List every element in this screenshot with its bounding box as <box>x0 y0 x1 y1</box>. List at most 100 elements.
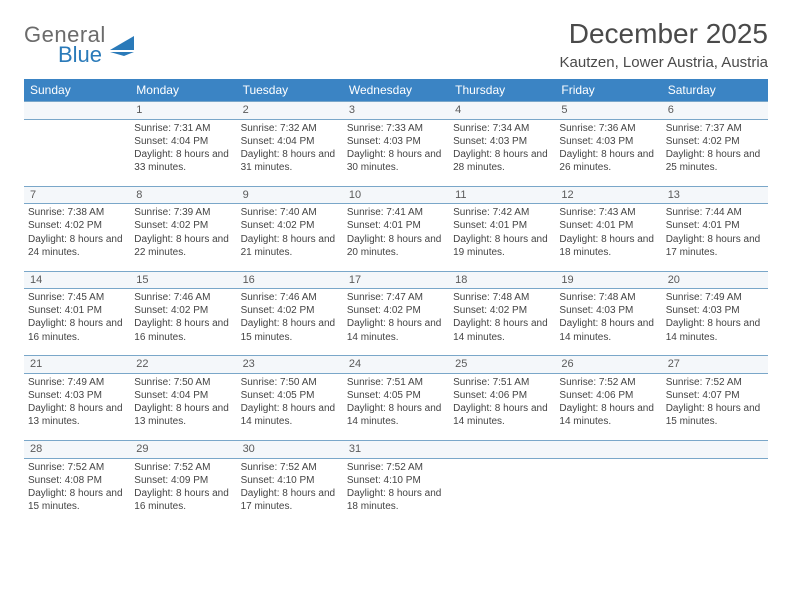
day-detail-cell: Sunrise: 7:43 AMSunset: 4:01 PMDaylight:… <box>555 204 661 265</box>
sunset-text: Sunset: 4:02 PM <box>347 304 445 317</box>
day-detail-cell: Sunrise: 7:49 AMSunset: 4:03 PMDaylight:… <box>24 373 130 434</box>
sunset-text: Sunset: 4:05 PM <box>241 389 339 402</box>
sunset-text: Sunset: 4:03 PM <box>559 135 657 148</box>
sunrise-text: Sunrise: 7:52 AM <box>347 461 445 474</box>
weekday-header: Wednesday <box>343 79 449 102</box>
weekday-header: Tuesday <box>237 79 343 102</box>
day-detail-cell: Sunrise: 7:36 AMSunset: 4:03 PMDaylight:… <box>555 119 661 180</box>
day-detail-cell: Sunrise: 7:52 AMSunset: 4:06 PMDaylight:… <box>555 373 661 434</box>
sunset-text: Sunset: 4:01 PM <box>559 219 657 232</box>
daylight-text: Daylight: 8 hours and 16 minutes. <box>134 487 232 513</box>
day-detail-cell: Sunrise: 7:45 AMSunset: 4:01 PMDaylight:… <box>24 289 130 350</box>
day-number-cell: 4 <box>449 102 555 120</box>
logo-word-2: Blue <box>58 44 106 66</box>
logo-triangle-icon <box>108 34 138 56</box>
sunrise-text: Sunrise: 7:34 AM <box>453 122 551 135</box>
day-detail-cell: Sunrise: 7:50 AMSunset: 4:05 PMDaylight:… <box>237 373 343 434</box>
weekday-header: Sunday <box>24 79 130 102</box>
sunset-text: Sunset: 4:04 PM <box>134 135 232 148</box>
day-number-cell: 13 <box>662 186 768 204</box>
day-number-cell: 6 <box>662 102 768 120</box>
sunrise-text: Sunrise: 7:52 AM <box>134 461 232 474</box>
day-number-cell: 20 <box>662 271 768 289</box>
day-detail-cell: Sunrise: 7:52 AMSunset: 4:09 PMDaylight:… <box>130 458 236 519</box>
sunset-text: Sunset: 4:02 PM <box>134 304 232 317</box>
daylight-text: Daylight: 8 hours and 16 minutes. <box>28 317 126 343</box>
sunrise-text: Sunrise: 7:52 AM <box>241 461 339 474</box>
day-number-cell: 5 <box>555 102 661 120</box>
daylight-text: Daylight: 8 hours and 14 minutes. <box>241 402 339 428</box>
daylight-text: Daylight: 8 hours and 24 minutes. <box>28 233 126 259</box>
sunset-text: Sunset: 4:02 PM <box>28 219 126 232</box>
day-number-cell: 26 <box>555 356 661 374</box>
daylight-text: Daylight: 8 hours and 25 minutes. <box>666 148 764 174</box>
day-number-cell: 25 <box>449 356 555 374</box>
day-number-cell: 8 <box>130 186 236 204</box>
day-detail-cell: Sunrise: 7:38 AMSunset: 4:02 PMDaylight:… <box>24 204 130 265</box>
sunrise-text: Sunrise: 7:31 AM <box>134 122 232 135</box>
day-detail-cell: Sunrise: 7:32 AMSunset: 4:04 PMDaylight:… <box>237 119 343 180</box>
sunrise-text: Sunrise: 7:32 AM <box>241 122 339 135</box>
day-detail-cell: Sunrise: 7:40 AMSunset: 4:02 PMDaylight:… <box>237 204 343 265</box>
daylight-text: Daylight: 8 hours and 15 minutes. <box>666 402 764 428</box>
sunrise-text: Sunrise: 7:52 AM <box>666 376 764 389</box>
daylight-text: Daylight: 8 hours and 14 minutes. <box>453 402 551 428</box>
day-detail-cell <box>24 119 130 180</box>
sunset-text: Sunset: 4:04 PM <box>134 389 232 402</box>
day-number-cell: 1 <box>130 102 236 120</box>
day-number-cell: 28 <box>24 441 130 459</box>
sunset-text: Sunset: 4:03 PM <box>28 389 126 402</box>
sunset-text: Sunset: 4:03 PM <box>666 304 764 317</box>
sunrise-text: Sunrise: 7:40 AM <box>241 206 339 219</box>
sunrise-text: Sunrise: 7:50 AM <box>134 376 232 389</box>
day-detail-cell: Sunrise: 7:37 AMSunset: 4:02 PMDaylight:… <box>662 119 768 180</box>
calendar-body: 123456Sunrise: 7:31 AMSunset: 4:04 PMDay… <box>24 102 768 520</box>
day-number-cell: 12 <box>555 186 661 204</box>
day-detail-row: Sunrise: 7:45 AMSunset: 4:01 PMDaylight:… <box>24 289 768 350</box>
day-number-cell: 22 <box>130 356 236 374</box>
daylight-text: Daylight: 8 hours and 15 minutes. <box>241 317 339 343</box>
sunrise-text: Sunrise: 7:42 AM <box>453 206 551 219</box>
daylight-text: Daylight: 8 hours and 17 minutes. <box>666 233 764 259</box>
sunrise-text: Sunrise: 7:48 AM <box>453 291 551 304</box>
day-detail-cell: Sunrise: 7:49 AMSunset: 4:03 PMDaylight:… <box>662 289 768 350</box>
day-number-cell: 3 <box>343 102 449 120</box>
sunrise-text: Sunrise: 7:39 AM <box>134 206 232 219</box>
daylight-text: Daylight: 8 hours and 13 minutes. <box>134 402 232 428</box>
daylight-text: Daylight: 8 hours and 33 minutes. <box>134 148 232 174</box>
weekday-header: Saturday <box>662 79 768 102</box>
day-number-row: 21222324252627 <box>24 356 768 374</box>
day-detail-cell: Sunrise: 7:48 AMSunset: 4:03 PMDaylight:… <box>555 289 661 350</box>
day-detail-cell: Sunrise: 7:41 AMSunset: 4:01 PMDaylight:… <box>343 204 449 265</box>
daylight-text: Daylight: 8 hours and 14 minutes. <box>666 317 764 343</box>
sunset-text: Sunset: 4:10 PM <box>241 474 339 487</box>
sunrise-text: Sunrise: 7:51 AM <box>453 376 551 389</box>
sunrise-text: Sunrise: 7:47 AM <box>347 291 445 304</box>
day-detail-cell: Sunrise: 7:42 AMSunset: 4:01 PMDaylight:… <box>449 204 555 265</box>
day-detail-cell: Sunrise: 7:48 AMSunset: 4:02 PMDaylight:… <box>449 289 555 350</box>
calendar-table: Sunday Monday Tuesday Wednesday Thursday… <box>24 79 768 519</box>
sunset-text: Sunset: 4:01 PM <box>347 219 445 232</box>
day-number-cell: 27 <box>662 356 768 374</box>
day-number-cell: 24 <box>343 356 449 374</box>
daylight-text: Daylight: 8 hours and 18 minutes. <box>559 233 657 259</box>
sunrise-text: Sunrise: 7:52 AM <box>559 376 657 389</box>
day-detail-cell <box>449 458 555 519</box>
sunset-text: Sunset: 4:03 PM <box>347 135 445 148</box>
day-number-cell: 31 <box>343 441 449 459</box>
sunset-text: Sunset: 4:07 PM <box>666 389 764 402</box>
sunset-text: Sunset: 4:02 PM <box>241 304 339 317</box>
day-number-cell: 30 <box>237 441 343 459</box>
day-detail-cell: Sunrise: 7:39 AMSunset: 4:02 PMDaylight:… <box>130 204 236 265</box>
sunset-text: Sunset: 4:01 PM <box>28 304 126 317</box>
sunrise-text: Sunrise: 7:51 AM <box>347 376 445 389</box>
sunset-text: Sunset: 4:02 PM <box>134 219 232 232</box>
daylight-text: Daylight: 8 hours and 31 minutes. <box>241 148 339 174</box>
daylight-text: Daylight: 8 hours and 14 minutes. <box>453 317 551 343</box>
daylight-text: Daylight: 8 hours and 22 minutes. <box>134 233 232 259</box>
day-detail-cell: Sunrise: 7:46 AMSunset: 4:02 PMDaylight:… <box>130 289 236 350</box>
weekday-header: Thursday <box>449 79 555 102</box>
day-detail-cell <box>555 458 661 519</box>
daylight-text: Daylight: 8 hours and 14 minutes. <box>347 317 445 343</box>
sunset-text: Sunset: 4:04 PM <box>241 135 339 148</box>
